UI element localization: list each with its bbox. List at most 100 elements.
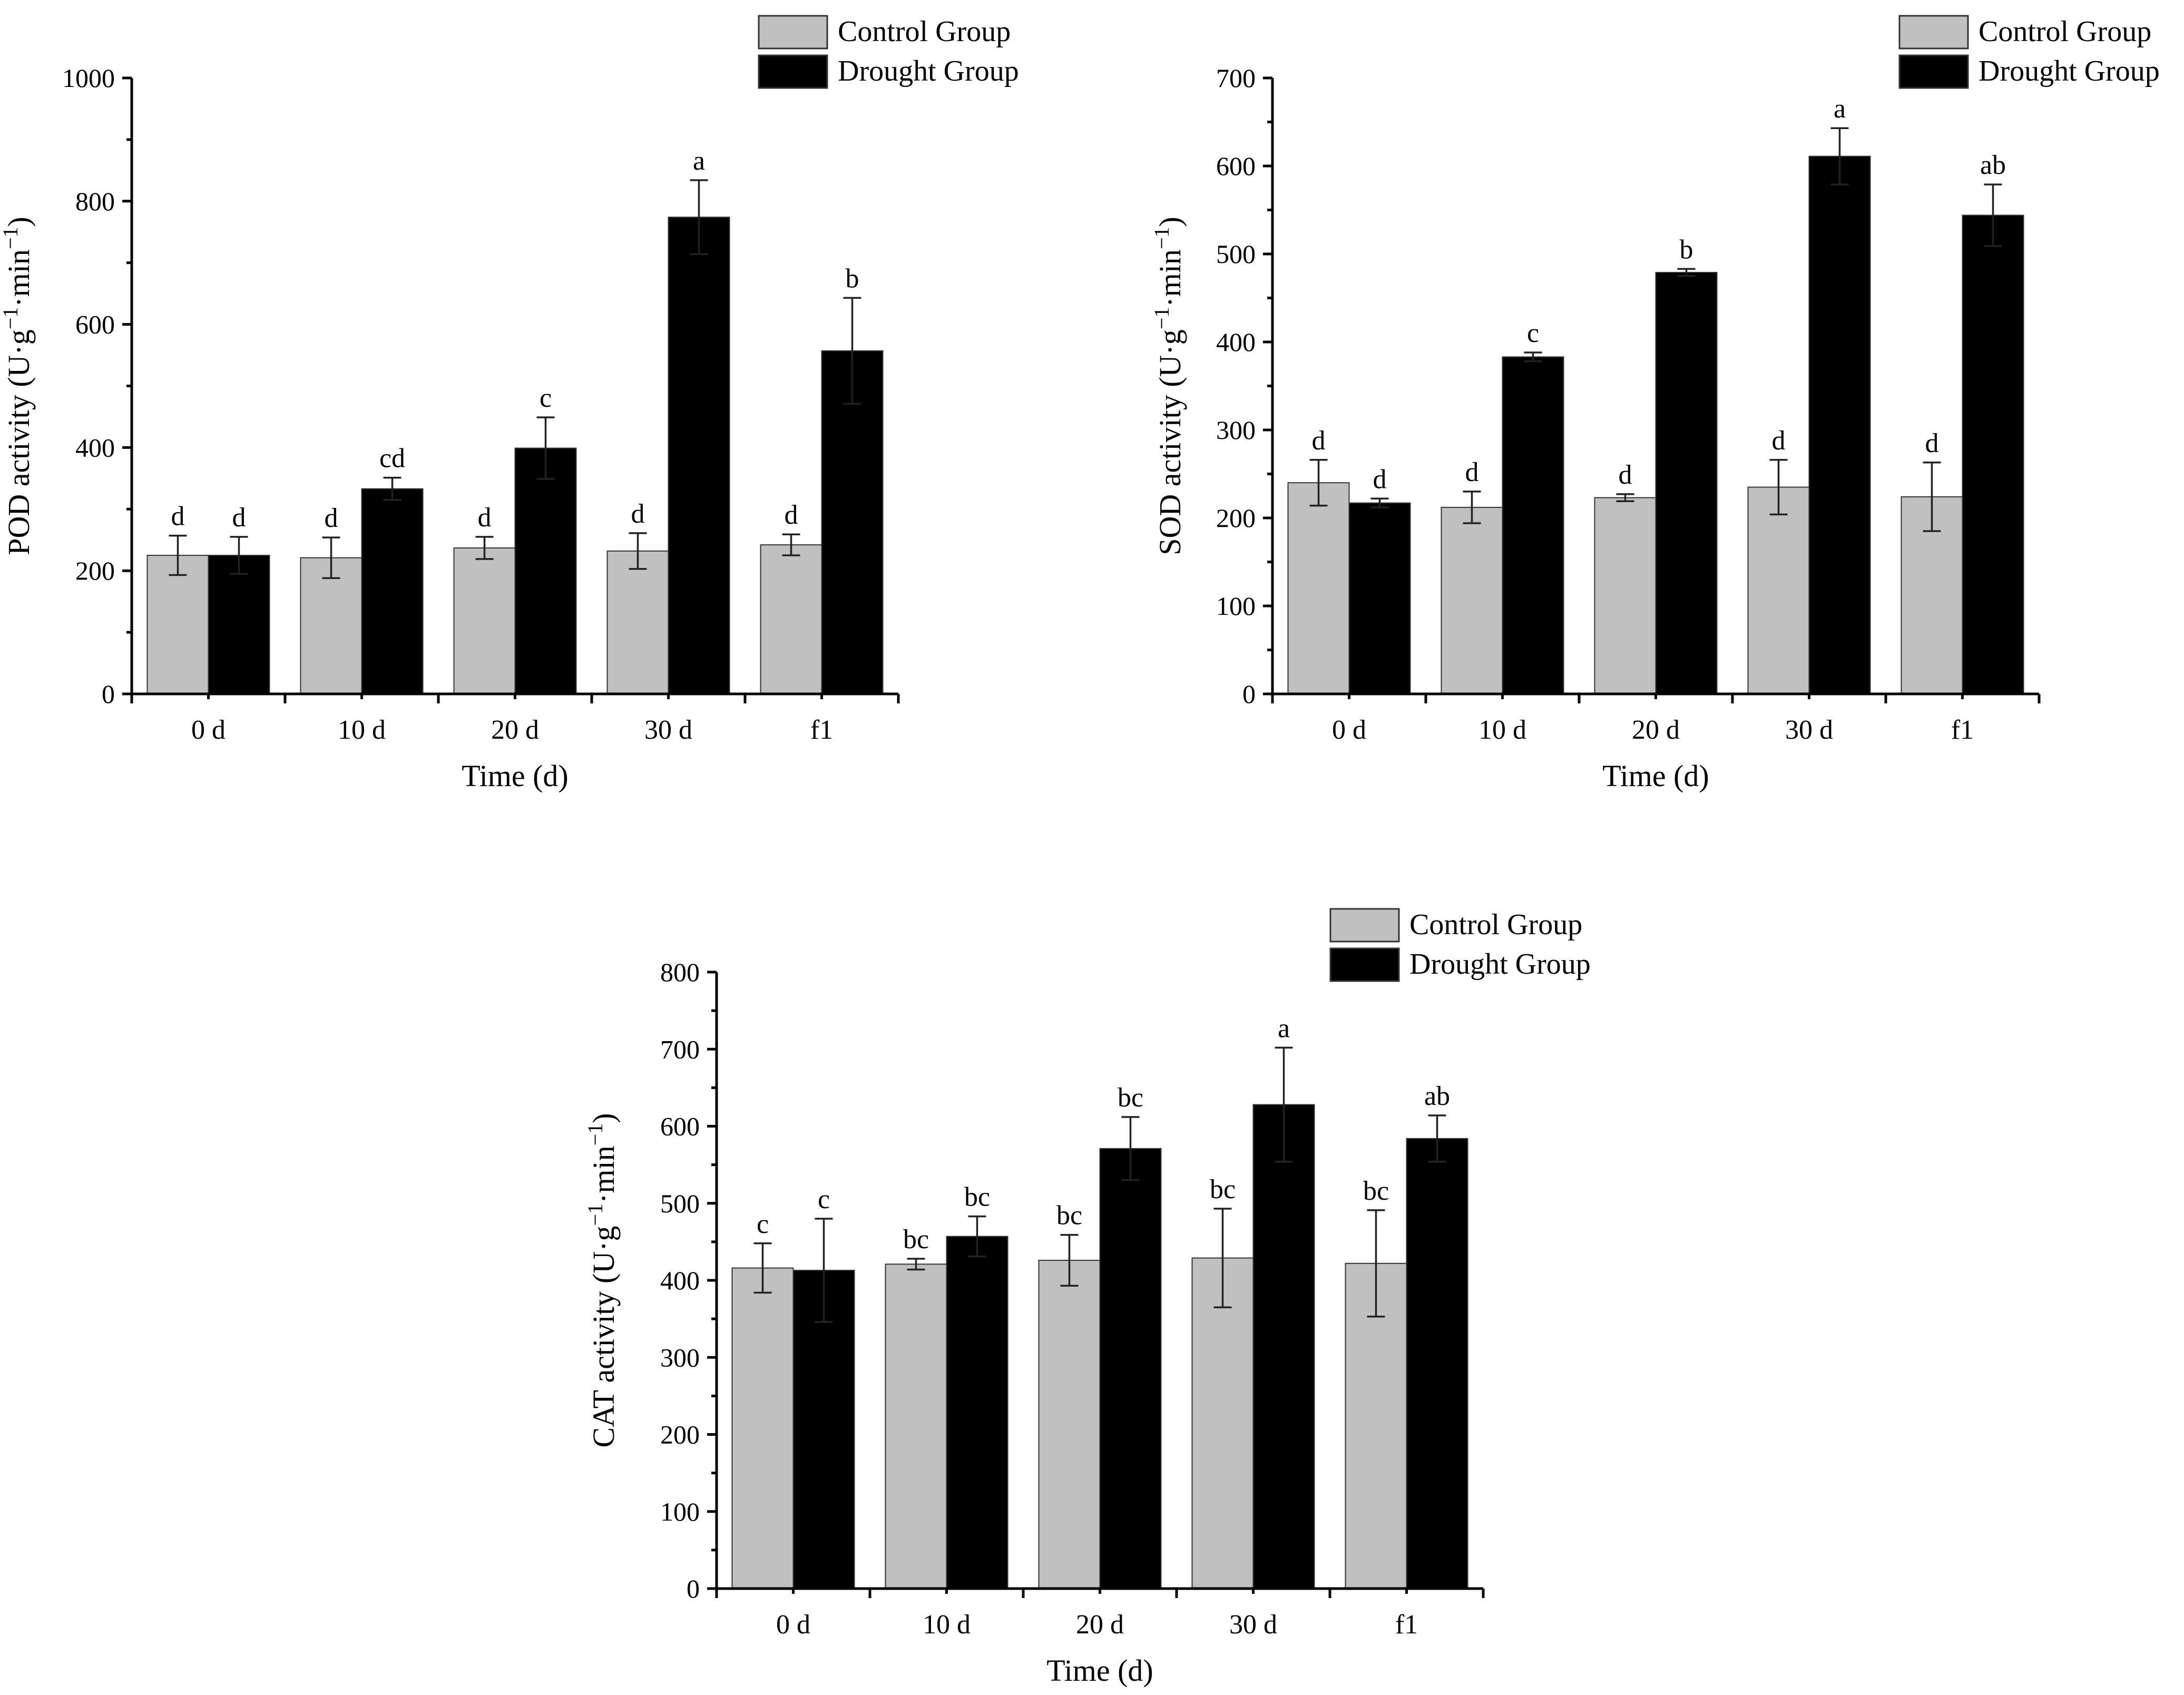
x-tick-label-0: 0 d <box>776 1610 810 1640</box>
bar-drought-4 <box>821 350 884 694</box>
x-axis-title: Time (d) <box>462 759 569 793</box>
bar-control-0 <box>731 1267 794 1590</box>
bar-control-2 <box>1038 1259 1101 1590</box>
bar-control-2 <box>453 547 516 695</box>
y-tick-label-1: 100 <box>1216 591 1256 621</box>
pod-activity-chart: d d d d d d cd c a b 0 200 400 600 800 1000 0 d 10 d 20 d 3… <box>0 15 1019 793</box>
y-tick-label-8: 800 <box>660 957 700 987</box>
significance-label-0-1: bc <box>903 1224 929 1255</box>
x-tick-label-4: f1 <box>810 715 833 745</box>
y-tick-label-5: 500 <box>1216 239 1256 269</box>
significance-label-1-4: b <box>846 263 859 293</box>
bar-control-4 <box>1345 1262 1407 1589</box>
y-axis-title: SOD activity (U·g−1·min−1) <box>1150 217 1188 555</box>
y-tick-label-0: 0 <box>102 679 115 709</box>
significance-label-0-2: d <box>1619 460 1632 490</box>
x-axis-title: Time (d) <box>1602 759 1709 793</box>
bar-control-0 <box>1287 482 1350 694</box>
significance-label-0-0: c <box>757 1209 769 1239</box>
bar-control-3 <box>606 550 669 694</box>
x-tick-label-4: f1 <box>1951 715 1974 745</box>
cat-activity-chart: c bc bc bc bc c bc bc a ab 0 100 200 300 400 500 600 700 8… <box>583 908 1591 1688</box>
significance-label-1-4: ab <box>1980 150 2006 180</box>
bar-control-0 <box>146 554 209 694</box>
x-tick-label-2: 20 d <box>491 715 539 745</box>
bar-drought-3 <box>1808 155 1871 694</box>
bar-drought-1 <box>361 488 424 695</box>
bar-drought-2 <box>514 447 577 694</box>
significance-label-1-1: cd <box>379 444 405 474</box>
bar-control-1 <box>885 1263 947 1590</box>
significance-label-1-0: d <box>232 503 246 533</box>
significance-label-1-4: ab <box>1424 1081 1450 1111</box>
x-tick-label-2: 20 d <box>1076 1610 1124 1640</box>
y-tick-label-1: 100 <box>660 1497 700 1526</box>
y-tick-label-3: 300 <box>1216 415 1256 445</box>
y-tick-label-2: 200 <box>660 1420 700 1449</box>
y-tick-label-2: 400 <box>75 433 115 462</box>
significance-label-0-4: bc <box>1363 1176 1389 1206</box>
y-tick-label-4: 400 <box>1216 327 1256 357</box>
y-tick-label-7: 700 <box>1216 63 1256 93</box>
significance-label-0-2: bc <box>1056 1201 1082 1231</box>
y-tick-label-3: 300 <box>660 1343 700 1372</box>
y-axis-title: CAT activity (U·g−1·min−1) <box>583 1113 621 1448</box>
x-tick-label-1: 10 d <box>923 1610 971 1640</box>
bar-drought-0 <box>208 554 270 694</box>
significance-label-0-4: d <box>785 500 798 530</box>
significance-label-0-2: d <box>478 503 492 533</box>
significance-label-1-3: a <box>693 146 705 176</box>
y-tick-label-1: 200 <box>75 556 115 585</box>
y-tick-label-7: 700 <box>660 1034 700 1064</box>
bar-control-1 <box>300 557 363 694</box>
bar-drought-2 <box>1655 272 1718 694</box>
legend-swatch-control <box>1329 908 1400 943</box>
legend-label-drought: Drought Group <box>1409 948 1591 981</box>
x-tick-label-1: 10 d <box>1478 715 1526 745</box>
y-tick-label-2: 200 <box>1216 503 1256 533</box>
legend-label-control: Control Group <box>838 15 1011 48</box>
y-tick-label-5: 1000 <box>62 63 115 93</box>
y-tick-label-0: 0 <box>1242 679 1256 709</box>
legend-swatch-drought <box>1898 54 1969 89</box>
significance-label-0-1: d <box>1465 457 1479 487</box>
legend-label-drought: Drought Group <box>838 55 1019 87</box>
x-tick-label-4: f1 <box>1395 1610 1418 1640</box>
bar-control-3 <box>1747 486 1810 694</box>
bar-drought-4 <box>1406 1138 1468 1589</box>
legend-label-control: Control Group <box>1409 908 1582 941</box>
legend-swatch-drought <box>1329 947 1400 982</box>
y-tick-label-0: 0 <box>687 1574 700 1603</box>
significance-label-1-1: bc <box>964 1182 990 1212</box>
x-tick-label-1: 10 d <box>338 715 386 745</box>
y-tick-label-5: 500 <box>660 1189 700 1218</box>
bar-drought-1 <box>1502 356 1564 694</box>
bar-drought-0 <box>792 1269 855 1590</box>
x-tick-label-3: 30 d <box>1785 715 1833 745</box>
bar-drought-2 <box>1099 1148 1162 1590</box>
x-tick-label-0: 0 d <box>191 715 226 745</box>
legend-swatch-drought <box>758 54 828 89</box>
significance-label-0-3: d <box>1772 426 1786 456</box>
x-tick-label-2: 20 d <box>1632 715 1680 745</box>
significance-label-0-0: d <box>1312 426 1326 456</box>
y-tick-label-4: 800 <box>75 187 115 216</box>
significance-label-0-4: d <box>1925 428 1939 458</box>
significance-label-1-2: b <box>1680 234 1693 264</box>
significance-label-1-0: c <box>818 1184 830 1214</box>
bar-drought-4 <box>1962 214 2024 694</box>
significance-label-0-3: bc <box>1210 1174 1236 1204</box>
significance-label-0-3: d <box>631 499 645 529</box>
bar-drought-3 <box>1252 1104 1315 1590</box>
bar-control-1 <box>1441 506 1503 695</box>
bar-drought-0 <box>1348 502 1411 694</box>
significance-label-1-2: bc <box>1118 1083 1143 1113</box>
legend-label-control: Control Group <box>1979 15 2151 48</box>
y-tick-label-3: 600 <box>75 310 115 339</box>
bar-control-4 <box>760 544 822 695</box>
significance-label-1-1: c <box>1527 318 1539 348</box>
x-tick-label-0: 0 d <box>1332 715 1366 745</box>
significance-label-1-3: a <box>1834 94 1846 124</box>
bar-drought-3 <box>668 217 730 695</box>
